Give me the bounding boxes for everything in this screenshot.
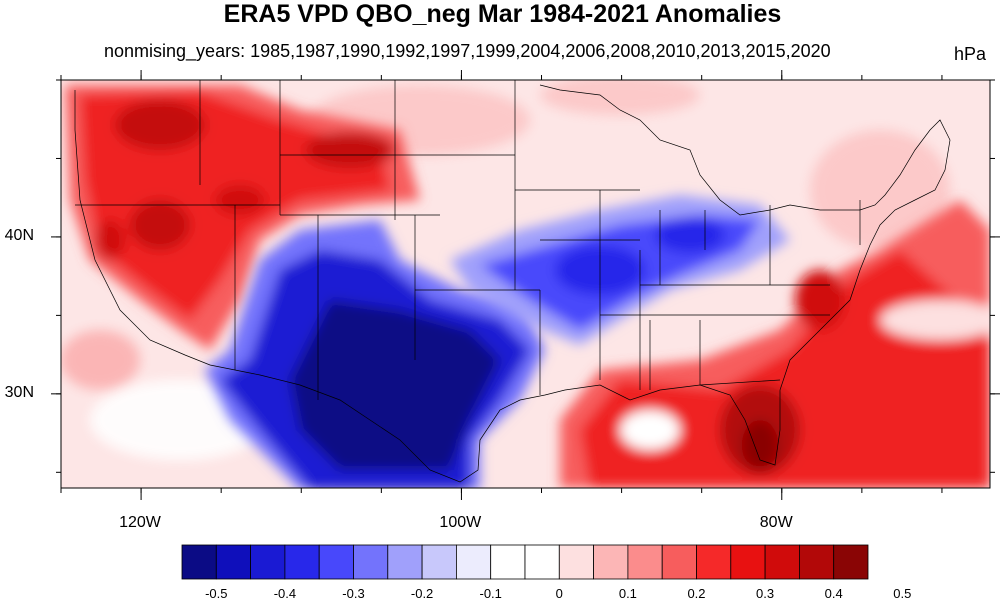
colorbar-swatch [387, 544, 423, 580]
colorbar-tick-label: 0.5 [893, 586, 912, 601]
colorbar-tick-label: 0 [555, 586, 563, 601]
colorbar-swatch [696, 544, 732, 580]
colorbar-tick-label: -0.3 [342, 586, 365, 601]
colorbar-tick-label: 0.3 [756, 586, 775, 601]
colorbar-tick-label: -0.1 [479, 586, 502, 601]
colorbar-swatch [455, 544, 492, 580]
colorbar-tick-label: 0.1 [618, 586, 637, 601]
colorbar [181, 544, 869, 580]
colorbar-swatch [799, 544, 835, 580]
colorbar-swatch [833, 544, 869, 580]
lat-tick-label: 40N [4, 226, 34, 244]
lon-tick-label: 80W [759, 514, 793, 531]
axis-ticks [51, 70, 1000, 500]
state-borders [74, 80, 951, 483]
colorbar-tick-label: -0.4 [273, 586, 297, 601]
colorbar-tick-label: 0.4 [824, 586, 843, 601]
lon-tick-label: 100W [439, 514, 482, 531]
colorbar-swatch [764, 544, 800, 580]
colorbar-swatch [524, 544, 560, 580]
colorbar-swatch [181, 544, 217, 580]
map-subtitle: nonmising_years: 1985,1987,1990,1992,199… [104, 41, 831, 61]
colorbar-swatch [627, 544, 663, 580]
colorbar-swatch [593, 544, 629, 580]
map-frame [60, 79, 991, 489]
colorbar-swatch [558, 544, 594, 580]
colorbar-swatch [730, 544, 766, 580]
lat-tick-label: 30N [4, 383, 34, 401]
colorbar-swatch [284, 544, 320, 580]
colorbar-swatch [490, 544, 526, 580]
colorbar-swatch [421, 544, 457, 580]
colorbar-swatch [353, 544, 389, 580]
lon-tick-label: 120W [119, 514, 161, 531]
anomaly-field [61, 80, 990, 488]
units-label: hPa [954, 44, 987, 64]
colorbar-tick-label: 0.2 [687, 586, 706, 601]
colorbar-tick-label: -0.5 [205, 586, 228, 601]
colorbar-swatch [250, 544, 286, 580]
colorbar-swatch [661, 544, 697, 580]
colorbar-swatch [318, 544, 354, 580]
colorbar-swatch [215, 544, 252, 580]
colorbar-tick-label: -0.2 [410, 586, 434, 601]
map-title: ERA5 VPD QBO_neg Mar 1984-2021 Anomalies [223, 0, 782, 28]
